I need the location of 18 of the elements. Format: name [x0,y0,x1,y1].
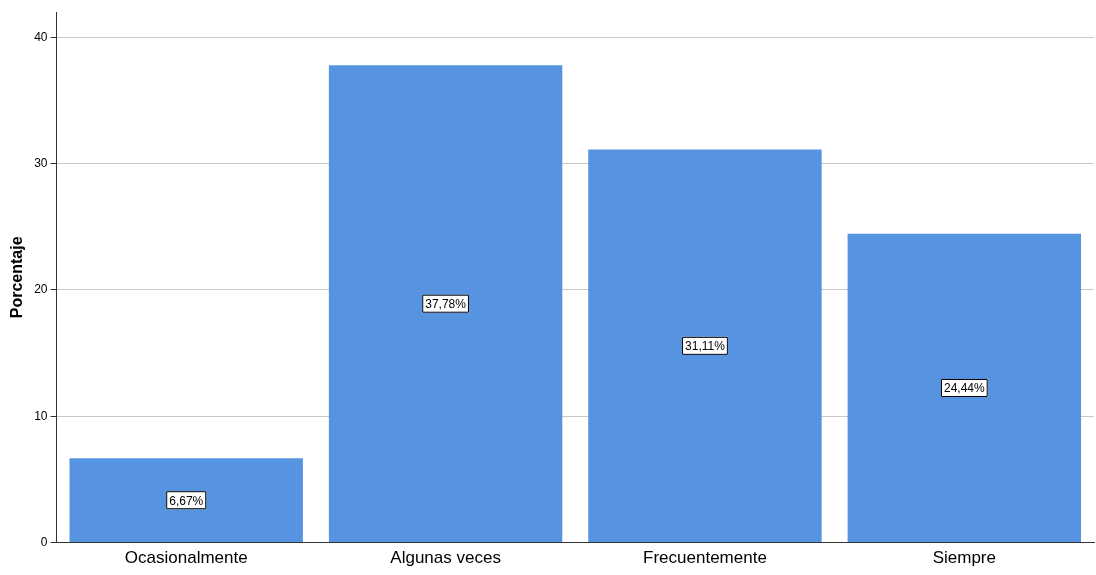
y-axis-title: Porcentaje [8,236,26,319]
y-tick-label: 40 [34,29,48,44]
bar [328,65,563,543]
bar [69,458,303,543]
bar [847,233,1082,543]
data-label: 24,44% [943,381,985,396]
y-tick-label: 10 [34,408,48,423]
x-tick-label: Algunas veces [390,548,501,568]
data-label: 6,67% [169,493,204,508]
x-tick-label: Frecuentemente [643,548,767,568]
y-tick-label: 20 [34,282,48,297]
data-label: 37,78% [425,297,467,312]
x-tick-label: Ocasionalmente [124,548,248,568]
y-tick-label: 0 [40,534,48,549]
y-tick-label: 30 [34,155,48,170]
data-label: 31,11% [685,339,726,354]
bar [588,149,822,543]
x-tick-label: Siempre [932,548,996,568]
